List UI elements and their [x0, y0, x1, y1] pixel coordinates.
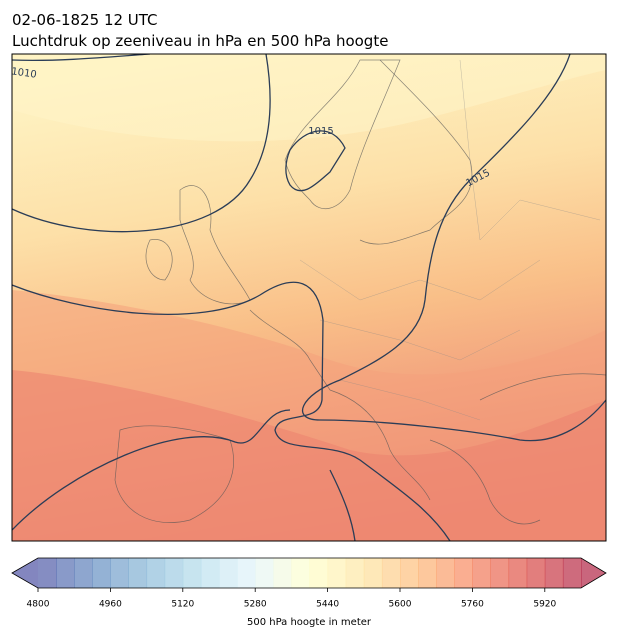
colorbar-bin: [345, 558, 365, 588]
colorbar-tick-label: 5280: [244, 600, 267, 610]
colorbar-tick-label: 5120: [171, 600, 194, 610]
colorbar-tick-label: 4960: [99, 600, 122, 610]
colorbar-extend: [12, 558, 38, 588]
colorbar-bin: [146, 558, 166, 588]
colorbar-bin: [508, 558, 528, 588]
isobar: [301, 54, 606, 442]
isobar: [12, 409, 291, 531]
colorbar-bin: [128, 558, 148, 588]
colorbar-bin: [400, 558, 419, 588]
coastline: [284, 59, 401, 210]
map: 1010 1015 1015: [11, 54, 606, 541]
colorbar-bin: [200, 558, 220, 588]
coastline: [429, 373, 606, 525]
colorbar-bin: [454, 558, 473, 588]
colorbar-bin: [182, 558, 202, 588]
colorbar-bin: [110, 558, 129, 588]
isobar: [12, 281, 451, 541]
colorbar-bin: [472, 558, 491, 588]
coastline: [145, 239, 173, 281]
colorbar-tick-label: 5440: [316, 600, 339, 610]
colorbar-extend: [581, 558, 606, 588]
isobar: [12, 54, 271, 233]
colorbar-tick-label: 5600: [389, 600, 412, 610]
map-frame: [11, 53, 607, 542]
colorbar-bin: [562, 558, 582, 588]
colorbar-tick-label: 4800: [27, 600, 50, 610]
colorbar-bin: [56, 558, 75, 588]
height-band: [12, 370, 606, 541]
colorbar-bin: [255, 558, 274, 588]
colorbar-bin: [164, 558, 184, 588]
height-band: [12, 54, 606, 142]
colorbar-bin: [309, 558, 329, 588]
colorbar-bin: [418, 558, 437, 588]
colorbar-bin: [291, 558, 310, 588]
coastline: [359, 59, 473, 245]
colorbar-bin: [219, 558, 238, 588]
coastline: [114, 309, 431, 523]
colorbar: 4800 4960 5120 5280 5440 5600 5760 5920: [11, 557, 607, 610]
colorbar-bin: [74, 558, 93, 588]
contour-label: 1010: [11, 66, 38, 80]
isobar: [12, 54, 151, 62]
colorbar-tick-label: 5760: [461, 600, 484, 610]
colorbar-tick-label: 5920: [533, 600, 556, 610]
border: [299, 59, 601, 421]
subtitle: Luchtdruk op zeeniveau in hPa en 500 hPa…: [12, 32, 388, 50]
colorbar-bin: [436, 558, 455, 588]
title: 02-06-1825 12 UTC: [12, 11, 158, 29]
colorbar-bin: [381, 558, 401, 588]
colorbar-label: 500 hPa hoogte in meter: [247, 617, 372, 628]
contour-label: 1015: [308, 126, 333, 137]
colorbar-bin: [544, 558, 564, 588]
colorbar-bin: [526, 558, 546, 588]
colorbar-bin: [38, 558, 57, 588]
isobar: [329, 469, 356, 541]
colorbar-bin: [363, 558, 383, 588]
colorbar-bin: [273, 558, 292, 588]
isobar: [285, 130, 346, 192]
colorbar-bin: [237, 558, 256, 588]
colorbar-bin: [92, 558, 111, 588]
colorbar-bin: [327, 558, 347, 588]
colorbar-bin: [490, 558, 510, 588]
